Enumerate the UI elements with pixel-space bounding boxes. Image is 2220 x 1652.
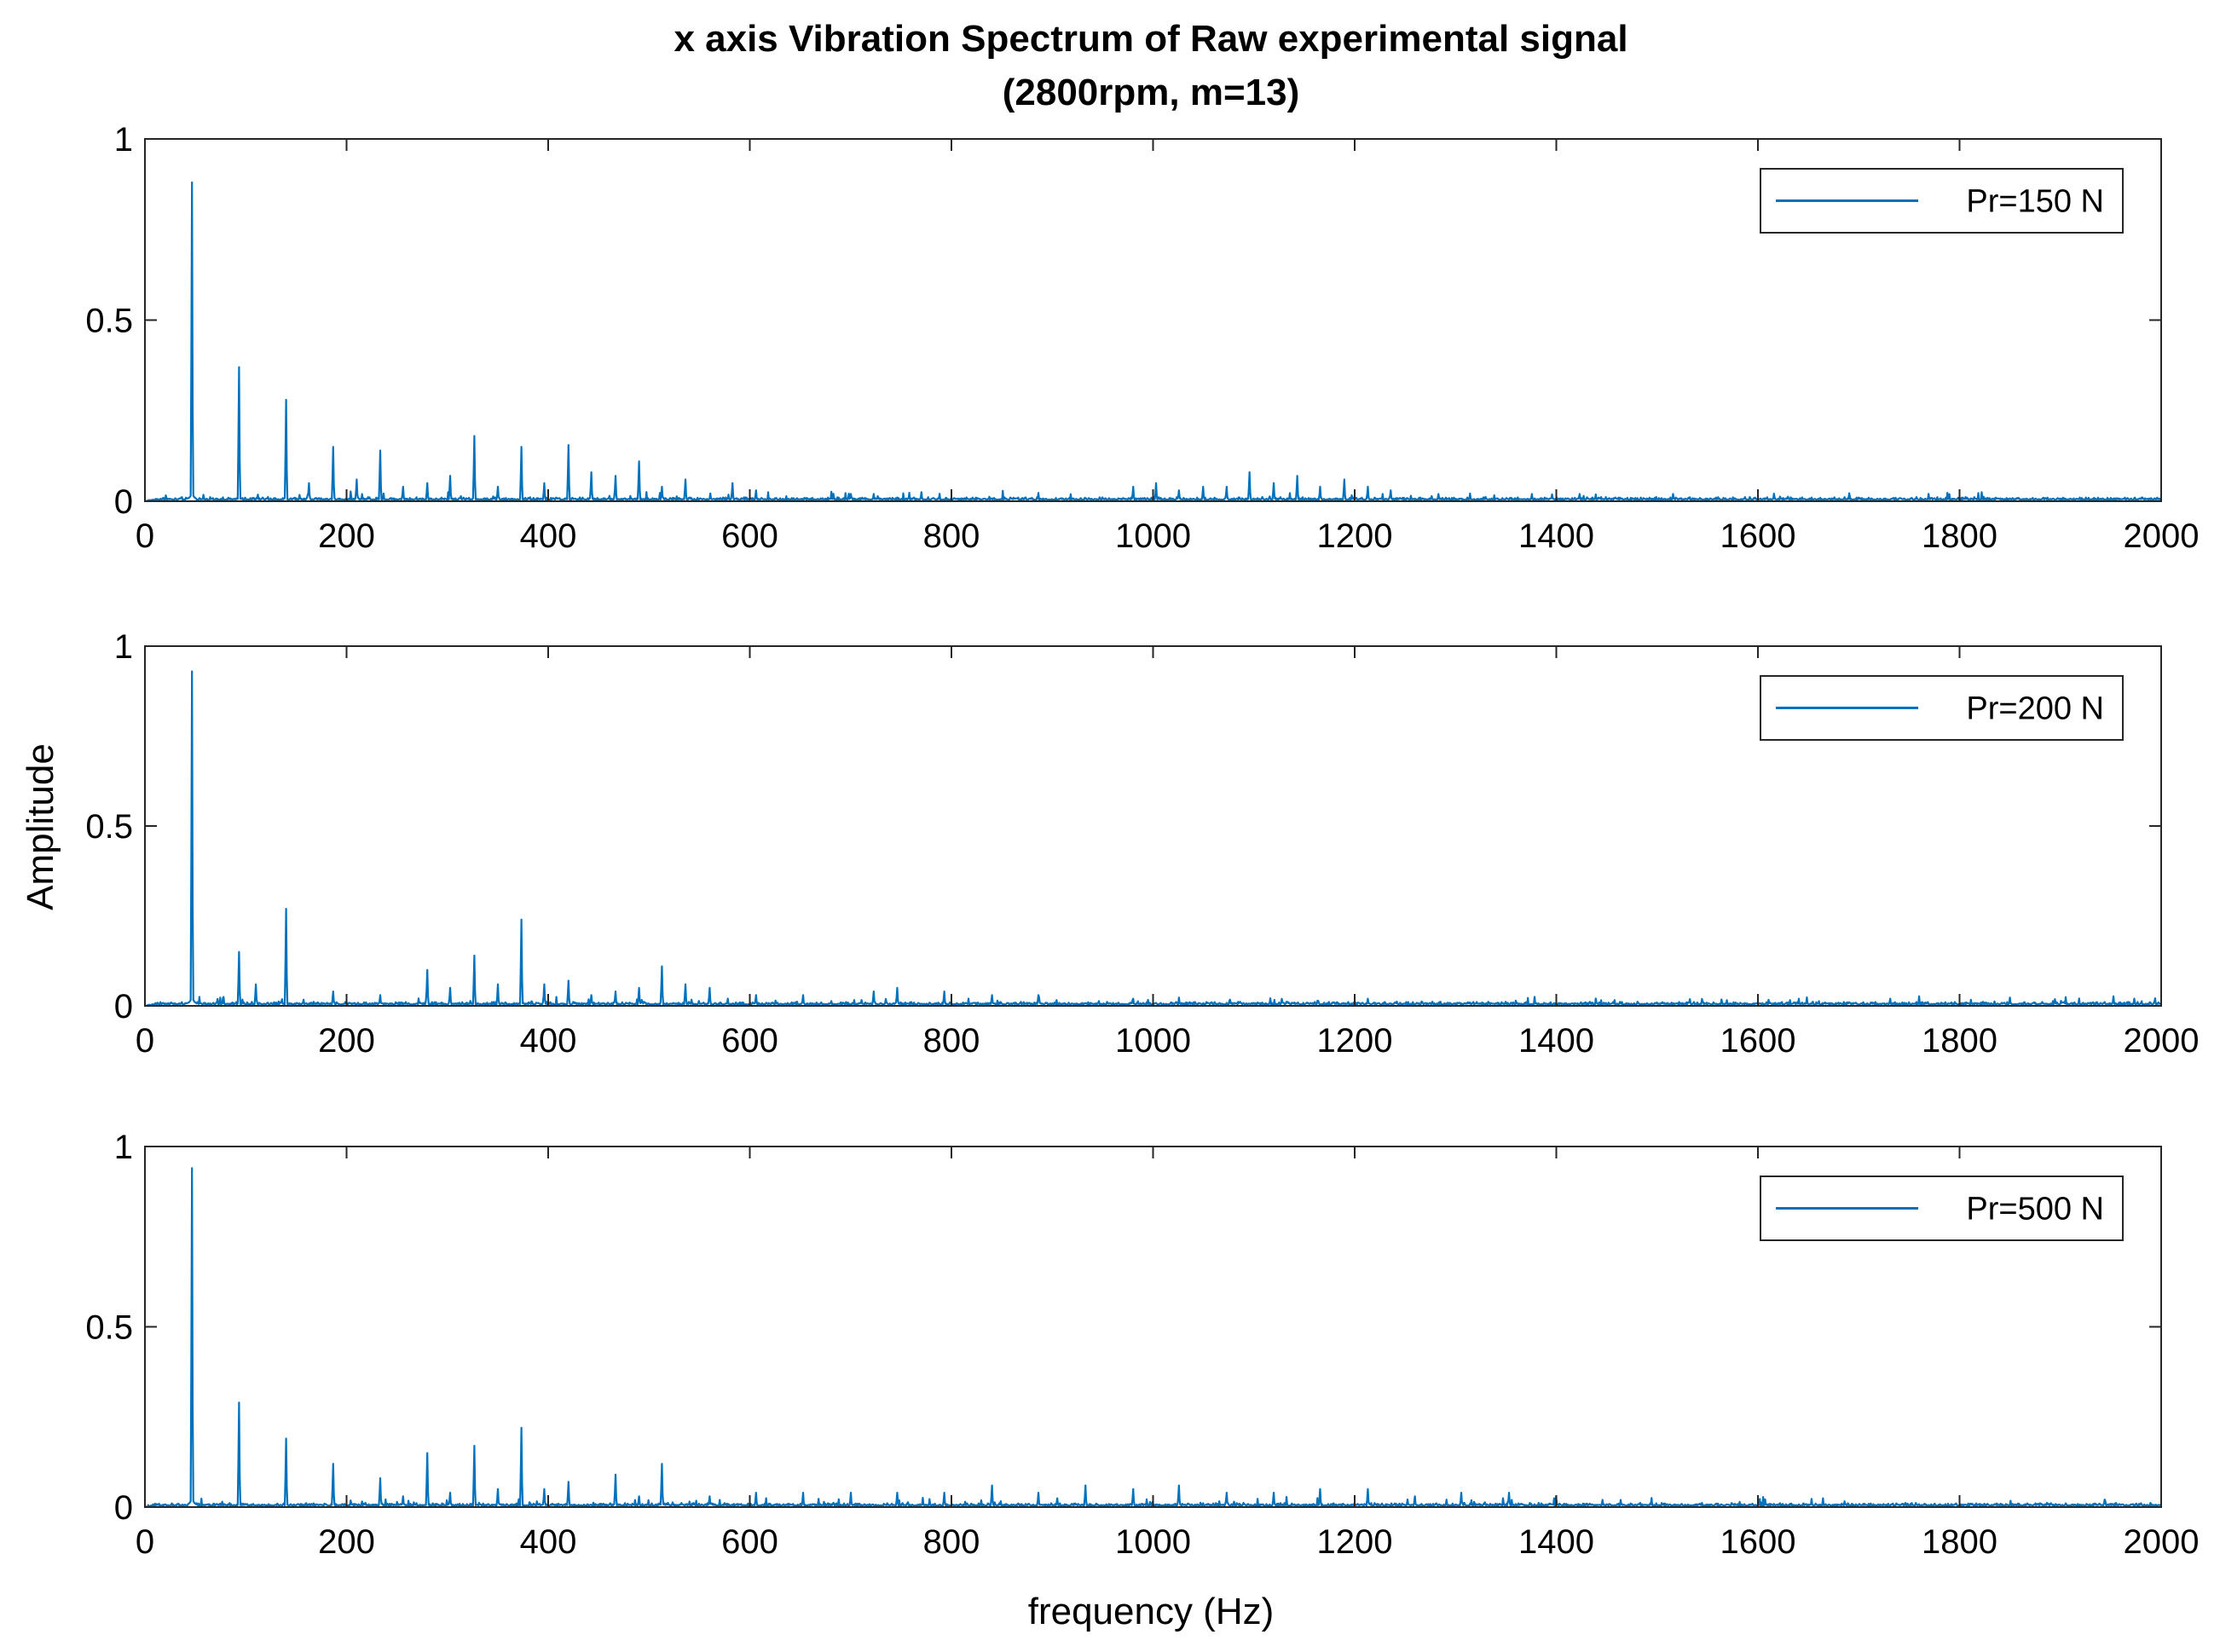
y-tick-label: 0 (114, 483, 133, 521)
x-tick-label: 0 (136, 517, 154, 555)
x-axis-label: frequency (Hz) (1028, 1591, 1275, 1632)
x-tick-label: 1400 (1518, 1022, 1594, 1060)
x-tick-label: 600 (721, 517, 778, 555)
y-tick-label: 0 (114, 1489, 133, 1527)
legend: Pr=150 N (1760, 168, 2124, 234)
x-tick-label: 600 (721, 1523, 778, 1561)
legend-label: Pr=500 N (1966, 1192, 2104, 1227)
y-tick-label: 1 (114, 1129, 133, 1166)
subplot-2: 0 200 400 600 800 1000 1200 1400 1600 1800 2000 0 0.… (85, 628, 2199, 1060)
x-tick-label: 800 (923, 1022, 980, 1060)
legend: Pr=500 N (1760, 1175, 2124, 1241)
subplots: 0 200 400 600 800 1000 1200 1400 1600 1800 200000.… (85, 121, 2199, 1561)
x-tick-label: 0 (136, 1523, 154, 1561)
x-tick-label: 800 (923, 1523, 980, 1561)
x-tick-label: 1200 (1317, 1022, 1393, 1060)
x-tick-label: 1000 (1115, 1523, 1191, 1561)
x-tick-label: 400 (520, 517, 577, 555)
x-tick-label: 400 (520, 1022, 577, 1060)
x-tick-label: 1600 (1720, 1523, 1796, 1561)
x-tick-label: 400 (520, 1523, 577, 1561)
x-tick-label: 1000 (1115, 517, 1191, 555)
x-tick-label: 0 (136, 1022, 154, 1060)
legend-label: Pr=200 N (1966, 691, 2104, 727)
x-tick-label: 2000 (2124, 1523, 2200, 1561)
y-tick-label: 1 (114, 628, 133, 666)
x-tick-label: 1600 (1720, 1022, 1796, 1060)
x-tick-label: 1800 (1922, 1022, 1997, 1060)
x-tick-label: 1400 (1518, 1523, 1594, 1561)
chart-title-line-1: x axis Vibration Spectrum of Raw experim… (674, 18, 1627, 60)
x-tick-label: 1200 (1317, 1523, 1393, 1561)
y-tick-label: 0.5 (85, 303, 133, 340)
y-tick-label: 0.5 (85, 808, 133, 846)
x-tick-label: 1600 (1720, 517, 1796, 555)
x-tick-label: 800 (923, 517, 980, 555)
subplot-1: 0 200 400 600 800 1000 1200 1400 1600 1800 2000 0 0.… (85, 121, 2199, 555)
x-tick-label: 600 (721, 1022, 778, 1060)
x-tick-label: 200 (318, 1523, 375, 1561)
x-tick-label: 1200 (1317, 517, 1393, 555)
x-tick-label: 1000 (1115, 1022, 1191, 1060)
y-axis-label: Amplitude (20, 743, 61, 910)
subplot-3: 0 200 400 600 800 1000 1200 1400 1600 1800 2000 0 0.… (85, 1129, 2199, 1561)
x-tick-label: 1800 (1922, 1523, 1997, 1561)
legend-label: Pr=150 N (1966, 184, 2104, 220)
x-tick-label: 2000 (2124, 1022, 2200, 1060)
x-tick-label: 200 (318, 517, 375, 555)
y-tick-label: 1 (114, 121, 133, 159)
y-tick-label: 0 (114, 988, 133, 1025)
x-tick-label: 1400 (1518, 517, 1594, 555)
x-tick-label: 2000 (2124, 517, 2200, 555)
y-tick-label: 0.5 (85, 1309, 133, 1347)
legend: Pr=200 N (1760, 675, 2124, 741)
chart-title-line-2: (2800rpm, m=13) (1003, 72, 1300, 113)
x-tick-label: 200 (318, 1022, 375, 1060)
x-tick-label: 1800 (1922, 517, 1997, 555)
